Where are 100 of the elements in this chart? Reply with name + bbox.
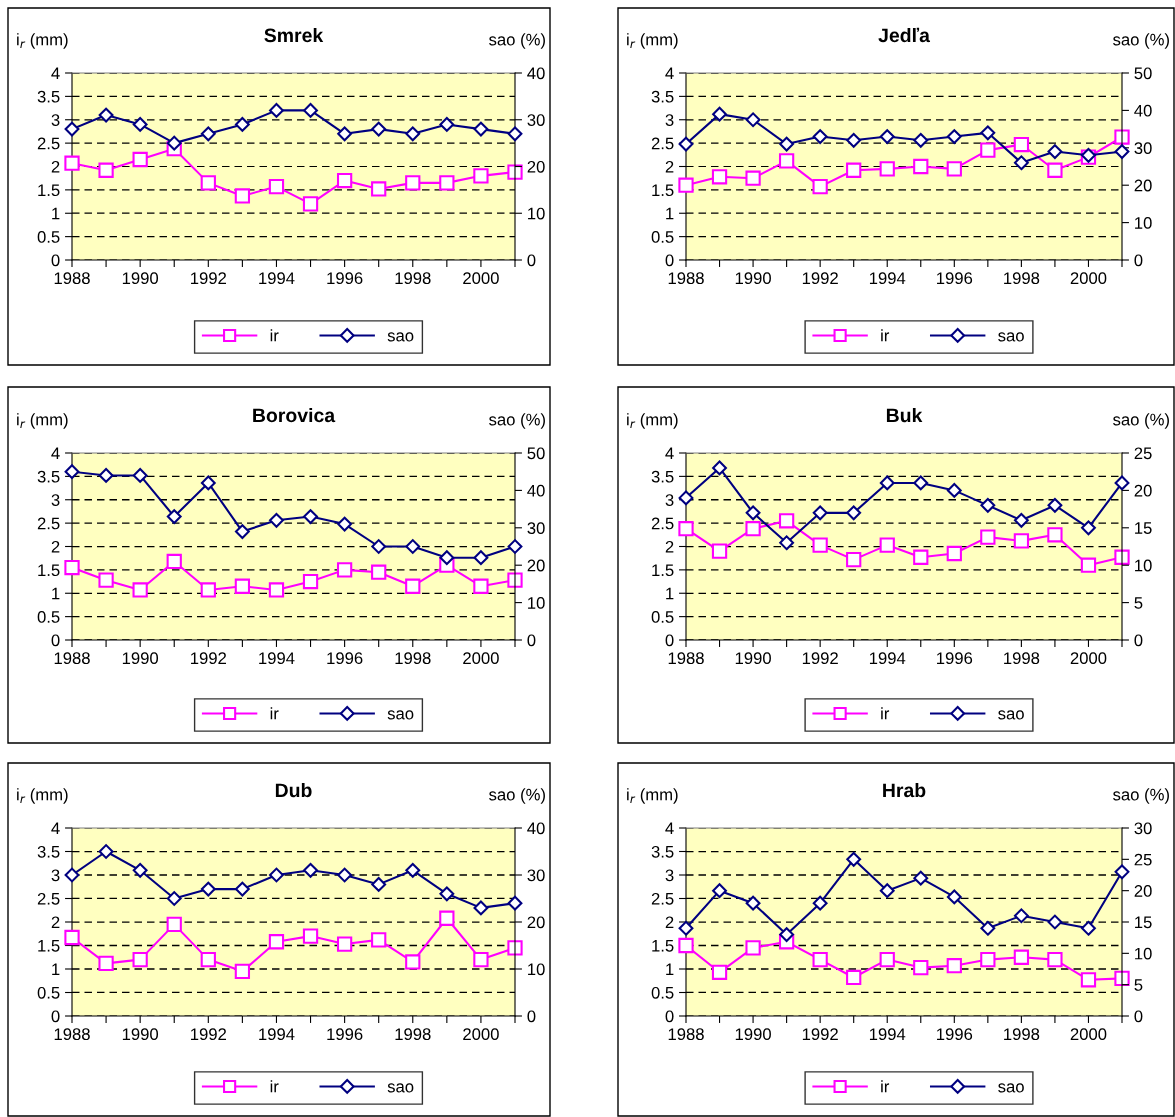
y2-axis-title: sao (%) <box>1113 33 1169 49</box>
y2-tick-label: 0 <box>1134 1010 1143 1023</box>
y2-tick-label: 20 <box>1134 484 1152 497</box>
x-tick-label: 1994 <box>869 652 906 665</box>
y2-tick-label: 0 <box>527 1010 536 1023</box>
y-tick-label: 1 <box>666 587 674 600</box>
x-tick-label: 1992 <box>802 652 838 665</box>
y-tick-label: 1.5 <box>38 564 60 577</box>
x-tick-label: 1996 <box>327 272 363 285</box>
y-tick-label: 0.5 <box>651 611 674 623</box>
y-tick-label: 0.5 <box>37 611 60 623</box>
legend-label: sao <box>387 1083 414 1093</box>
y-axis-title: i$_{r}$ (mm) <box>627 413 678 429</box>
chart-title: Smrek <box>264 27 324 43</box>
x-tick-label: 1998 <box>1004 272 1040 285</box>
y2-tick-label: 10 <box>528 597 545 609</box>
x-tick-label: 2000 <box>463 652 499 665</box>
y2-tick-label: 25 <box>1134 447 1152 460</box>
y-tick-label: 3.5 <box>37 470 60 483</box>
y-tick-label: 0 <box>665 254 674 267</box>
y2-tick-label: 10 <box>528 207 545 220</box>
y-tick-label: 0.5 <box>651 231 674 243</box>
legend-label: sao <box>387 332 414 342</box>
y2-tick-label: 10 <box>528 963 545 976</box>
y2-tick-label: 20 <box>527 916 545 929</box>
legend-label: sao <box>998 710 1024 720</box>
y2-tick-label: 20 <box>527 559 545 572</box>
y-tick-label: 3 <box>51 114 60 126</box>
x-tick-label: 1988 <box>668 272 704 285</box>
legend-label: sao <box>387 710 414 720</box>
y-tick-label: 2.5 <box>37 517 60 530</box>
x-tick-label: 1992 <box>191 1028 227 1041</box>
y-tick-label: 2 <box>665 160 674 173</box>
x-tick-label: 1990 <box>122 1028 159 1041</box>
y2-axis-title: sao (%) <box>1113 788 1169 804</box>
y-tick-label: 2.5 <box>37 892 60 905</box>
y2-tick-label: 0 <box>1134 254 1143 267</box>
x-tick-label: 1992 <box>802 272 838 285</box>
x-tick-label: 1994 <box>869 1028 906 1041</box>
x-tick-label: 2000 <box>1070 1028 1107 1041</box>
y2-tick-label: 20 <box>527 160 545 173</box>
x-tick-label: 1990 <box>122 652 159 665</box>
y2-axis-title: sao (%) <box>489 33 545 49</box>
x-tick-label: 1996 <box>937 652 973 665</box>
y2-tick-label: 40 <box>527 822 545 835</box>
legend-label: ir <box>270 707 279 720</box>
y-axis-title: i$_{r}$ (mm) <box>17 413 68 429</box>
y-tick-label: 2.5 <box>651 137 674 150</box>
y2-tick-label: 10 <box>1135 217 1152 229</box>
y2-tick-label: 0 <box>527 634 536 647</box>
y-tick-label: 2 <box>665 540 674 553</box>
x-tick-label: 1988 <box>54 272 90 285</box>
legend-label: ir <box>270 329 279 342</box>
y-tick-label: 1 <box>52 587 60 600</box>
y2-tick-label: 30 <box>1134 142 1152 154</box>
y2-tick-label: 5 <box>1134 597 1143 609</box>
y-tick-label: 4 <box>51 822 60 835</box>
y2-tick-label: 40 <box>527 484 545 497</box>
y-axis-title: i$_{r}$ (mm) <box>17 33 68 49</box>
y2-tick-label: 20 <box>1134 885 1152 897</box>
x-tick-label: 2000 <box>463 1028 499 1041</box>
y-tick-label: 1 <box>52 207 60 220</box>
chart-title: Buk <box>886 407 923 423</box>
y2-tick-label: 30 <box>527 522 545 534</box>
y2-tick-label: 10 <box>1135 947 1152 960</box>
x-tick-label: 2000 <box>1070 652 1107 665</box>
x-tick-label: 1990 <box>735 272 771 285</box>
x-tick-label: 1988 <box>54 1028 90 1041</box>
y-tick-label: 1 <box>666 207 674 220</box>
x-tick-label: 1998 <box>1004 652 1040 665</box>
y-tick-label: 0 <box>665 634 674 647</box>
y-tick-label: 1.5 <box>652 564 674 577</box>
x-tick-label: 1998 <box>1004 1028 1040 1041</box>
legend-label: sao <box>998 332 1024 342</box>
x-tick-label: 1996 <box>327 1028 363 1041</box>
x-tick-label: 1988 <box>668 1028 704 1041</box>
y-tick-label: 2 <box>51 160 60 173</box>
x-tick-label: 1990 <box>122 272 159 285</box>
y2-tick-label: 30 <box>527 869 545 882</box>
y-tick-label: 1.5 <box>652 184 674 197</box>
y-tick-label: 0 <box>51 254 60 267</box>
y-tick-label: 3 <box>665 114 674 126</box>
y-tick-label: 0.5 <box>37 986 60 999</box>
y-tick-label: 3.5 <box>651 845 674 858</box>
y-tick-label: 3.5 <box>651 470 674 483</box>
x-tick-label: 2000 <box>463 272 499 285</box>
x-tick-label: 1990 <box>735 1028 771 1041</box>
y-axis-title: i$_{r}$ (mm) <box>627 788 678 804</box>
y2-tick-label: 0 <box>1134 634 1143 647</box>
x-tick-label: 1992 <box>191 272 227 285</box>
x-tick-label: 1988 <box>668 652 704 665</box>
y2-axis-title: sao (%) <box>489 413 545 429</box>
y-tick-label: 1.5 <box>38 184 60 197</box>
y-tick-label: 2.5 <box>651 892 674 905</box>
x-tick-label: 1992 <box>802 1028 838 1041</box>
chart-title: Dub <box>275 782 312 798</box>
y-axis-title: i$_{r}$ (mm) <box>17 788 68 804</box>
y2-tick-label: 20 <box>1134 179 1152 192</box>
legend-label: sao <box>998 1083 1024 1093</box>
y-tick-label: 4 <box>665 67 674 80</box>
